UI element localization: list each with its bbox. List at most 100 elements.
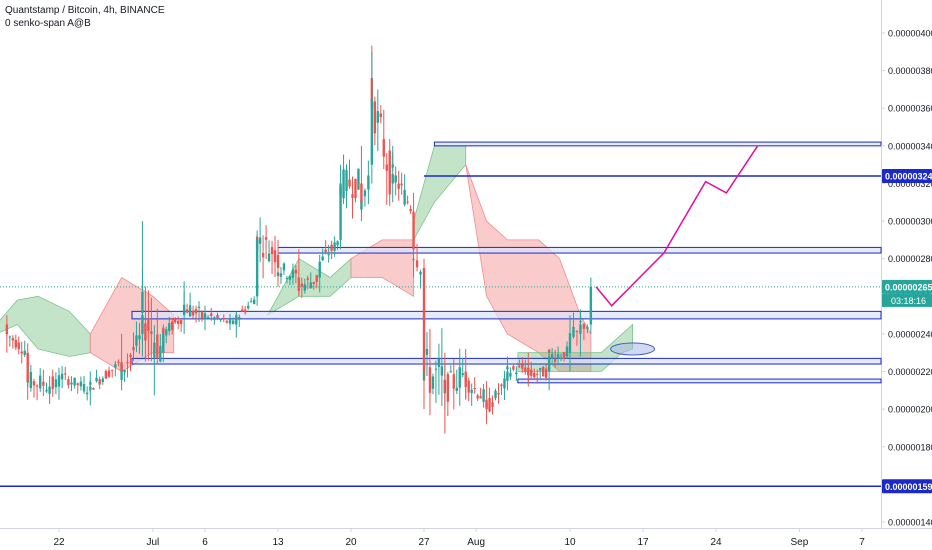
candle-body <box>572 326 575 337</box>
candle-body <box>321 256 324 261</box>
candle-body <box>17 342 20 350</box>
x-tick-label: 7 <box>859 537 865 548</box>
y-tick-label: 0.00000300 <box>888 217 932 227</box>
candlesticks[interactable] <box>5 45 593 434</box>
candle-body <box>270 247 274 255</box>
candle-body <box>354 178 357 199</box>
candle-body <box>203 315 207 319</box>
candle-body <box>64 373 67 375</box>
candle-body <box>440 366 444 376</box>
candle-body <box>415 260 419 268</box>
candle-body <box>379 113 382 117</box>
drawing-overlays <box>595 145 759 356</box>
y-tick-label: 0.00000140 <box>888 518 932 528</box>
current-price-tag: 0.00000265 <box>885 282 932 292</box>
candle-body <box>179 320 183 325</box>
candle-body <box>412 211 415 250</box>
x-tick-label: Aug <box>467 537 485 548</box>
candle-body <box>291 269 295 278</box>
candle-body <box>541 366 545 377</box>
candle-body <box>235 318 238 325</box>
y-tick-label: 0.00000360 <box>888 104 932 114</box>
candle-body <box>357 168 360 190</box>
candle-body <box>443 380 447 391</box>
candle-body <box>318 262 321 278</box>
candle-body <box>403 189 406 205</box>
candle-body <box>70 382 73 385</box>
candle-body <box>95 377 98 382</box>
candle-body <box>294 269 298 274</box>
current-price-tag-timer: 03:18:16 <box>891 296 926 306</box>
candle-body <box>586 326 589 329</box>
candle-body <box>579 324 582 334</box>
candle-body <box>533 372 536 378</box>
candle-body <box>437 358 441 368</box>
candle-body <box>114 364 117 368</box>
candle-body <box>360 183 363 203</box>
candle-body <box>565 346 569 357</box>
candle-body <box>276 254 280 269</box>
support-price-tag-bg <box>882 479 932 494</box>
candle-body <box>171 321 174 331</box>
candle-body <box>57 375 61 387</box>
candle-body <box>288 276 292 280</box>
horizontal-zone <box>131 357 882 365</box>
candle-body <box>156 334 159 359</box>
candle-body <box>54 379 58 388</box>
candle-body <box>231 320 235 325</box>
y-tick-label: 0.00000240 <box>888 329 932 339</box>
candle-body <box>476 395 479 399</box>
candle-body <box>73 377 76 386</box>
candle-body <box>373 101 377 134</box>
candle-body <box>300 283 304 287</box>
candle-body <box>336 241 339 246</box>
candle-body <box>568 337 572 353</box>
candle-body <box>470 389 473 394</box>
candle-body <box>39 375 42 389</box>
candle-body <box>324 249 327 253</box>
candle-body <box>123 370 126 373</box>
candle-body <box>26 352 29 381</box>
candle-body <box>117 362 120 364</box>
candle-body <box>89 386 92 391</box>
candle-body <box>261 252 265 258</box>
candle-body <box>376 111 380 123</box>
candle-body <box>176 320 180 324</box>
current-price-tag-timer-bg <box>882 293 932 307</box>
horizontal-zones <box>0 141 882 488</box>
candle-body <box>370 98 374 165</box>
candle-body <box>351 194 354 198</box>
candle-body <box>485 399 488 410</box>
candle-body <box>306 278 309 280</box>
time-axis[interactable]: 22 Jul 6 13 20 27 Aug 10 17 24 Sep 7 <box>53 528 865 548</box>
candle-body <box>339 183 342 240</box>
candle-body <box>138 335 141 340</box>
candle-body <box>419 271 422 275</box>
candle-body <box>126 361 129 364</box>
price-axis[interactable]: 0.000001400.000001600.000001800.00000200… <box>881 29 932 528</box>
candle-body <box>23 350 26 356</box>
candle-body <box>279 273 283 277</box>
candle-body <box>42 381 45 386</box>
candle-body <box>562 352 566 359</box>
candle-body <box>165 329 168 336</box>
candle-body <box>129 354 132 357</box>
y-tick-label: 0.00000380 <box>888 66 932 76</box>
candle-body <box>363 190 367 197</box>
candle-body <box>45 389 48 392</box>
chart-legend: Quantstamp / Bitcoin, 4h, BINANCE 0 senk… <box>5 4 165 30</box>
candle-body <box>11 338 15 341</box>
candle-body <box>400 183 403 186</box>
candle-body <box>267 253 271 262</box>
candle-body <box>500 384 503 387</box>
candle-body <box>458 367 461 388</box>
candle-body <box>107 370 111 377</box>
resistance-price-tag-bg <box>882 168 932 183</box>
y-tick-label: 0.00000200 <box>888 405 932 415</box>
y-tick-label: 0.00000340 <box>888 141 932 151</box>
candle-body <box>79 381 83 387</box>
candle-body <box>159 346 162 362</box>
candle-body <box>327 254 330 256</box>
x-tick-label: 6 <box>202 537 208 548</box>
